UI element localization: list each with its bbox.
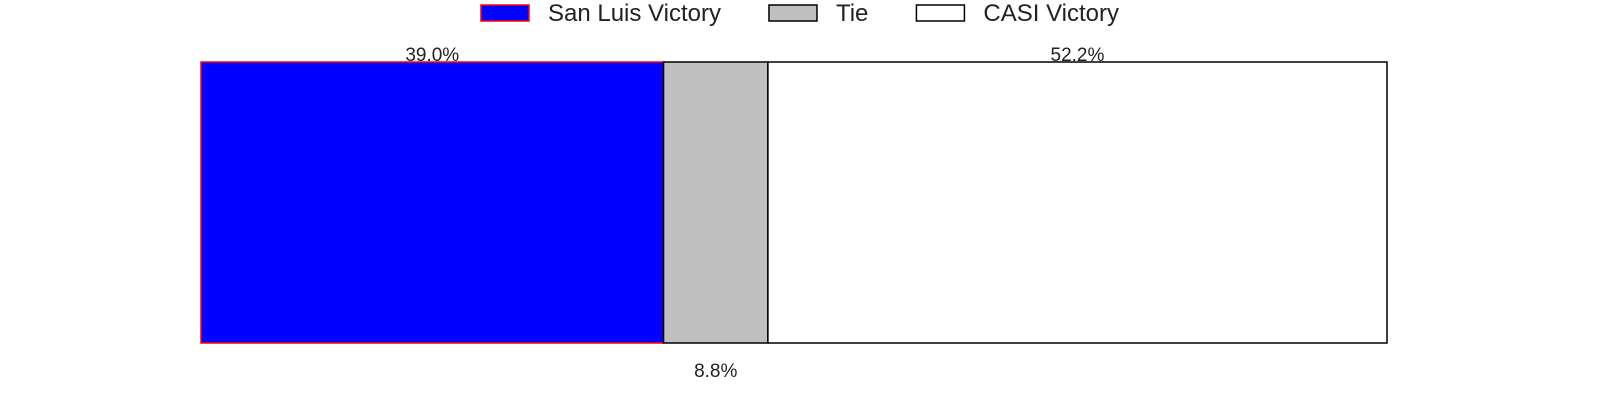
bar-segment-san-luis-victory: [200, 61, 665, 344]
legend-label-san-luis-victory: San Luis Victory: [548, 0, 721, 27]
legend: San Luis Victory Tie CASI Victory: [480, 0, 1119, 27]
legend-swatch-tie: [768, 4, 818, 22]
value-label-san-luis-victory: 39.0%: [405, 45, 459, 66]
legend-item-casi-victory: CASI Victory: [915, 0, 1119, 27]
legend-label-casi-victory: CASI Victory: [983, 0, 1119, 27]
legend-label-tie: Tie: [836, 0, 868, 27]
value-label-casi-victory: 52.2%: [1051, 45, 1105, 66]
legend-item-san-luis-victory: San Luis Victory: [480, 0, 721, 27]
value-labels: 39.0% 8.8% 52.2%: [405, 45, 1104, 382]
bar-segment-tie: [662, 61, 769, 344]
bar-segment-casi-victory: [767, 61, 1388, 344]
legend-item-tie: Tie: [768, 0, 868, 27]
value-label-tie: 8.8%: [694, 361, 737, 382]
legend-swatch-casi-victory: [915, 4, 966, 22]
stacked-bar: [200, 61, 1388, 344]
legend-swatch-san-luis-victory: [480, 4, 530, 22]
